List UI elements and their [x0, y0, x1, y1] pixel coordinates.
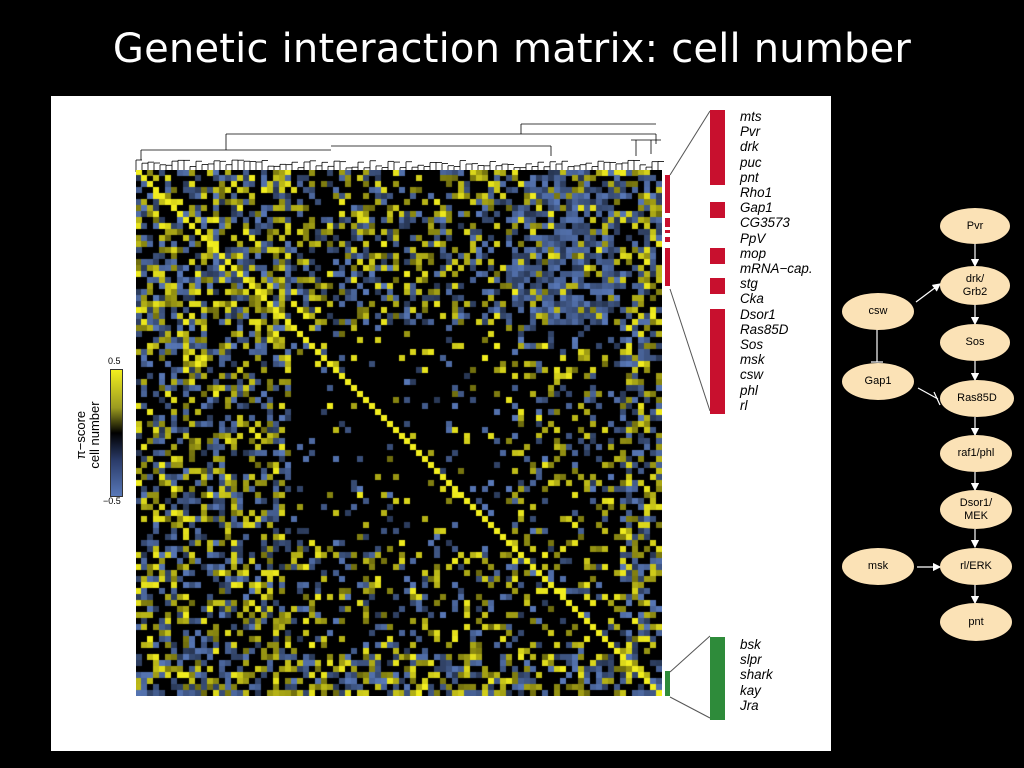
gene-label: CG3573 — [740, 215, 790, 231]
gene-label: drk — [740, 139, 759, 155]
node-drk-grb2: drk/ Grb2 — [940, 266, 1010, 305]
zoom-connector-lines — [669, 110, 711, 719]
green-cluster-gene-list: bsk slpr shark kay Jra — [740, 637, 773, 713]
gene-label: shark — [740, 667, 773, 683]
red-cluster-block — [710, 309, 725, 414]
red-cluster-marker — [665, 237, 670, 242]
red-cluster-marker — [665, 175, 670, 213]
green-cluster-block — [710, 637, 725, 720]
red-cluster-block — [710, 202, 725, 218]
red-cluster-marker — [665, 218, 670, 227]
gene-label: msk — [740, 352, 765, 368]
color-scale-bar — [110, 369, 123, 497]
node-mek-label: MEK — [964, 509, 988, 522]
node-pvr: Pvr — [940, 208, 1010, 244]
gene-label: kay — [740, 682, 761, 698]
red-cluster-block — [710, 278, 725, 294]
node-ras85d: Ras85D — [940, 380, 1014, 417]
gene-label: Gap1 — [740, 200, 773, 216]
gene-label: pnt — [740, 169, 759, 185]
red-cluster-gene-list: mts Pvr drk puc pnt Rho1 Gap1 CG3573 PpV mop mRNA−… — [740, 109, 813, 413]
gene-label: bsk — [740, 637, 761, 652]
gene-label: Rho1 — [740, 185, 773, 201]
slide-title: Genetic interaction matrix: cell number — [112, 26, 912, 72]
gene-label: mts — [740, 109, 762, 124]
node-rl-erk: rl/ERK — [940, 548, 1012, 585]
red-cluster-block — [710, 248, 725, 264]
gene-label: slpr — [740, 652, 762, 668]
gene-label: Sos — [740, 337, 764, 353]
gene-label: Dsor1 — [740, 306, 776, 322]
node-csw: csw — [842, 293, 914, 330]
gene-label: puc — [740, 154, 762, 170]
gene-label: rl — [740, 397, 748, 413]
node-msk: msk — [842, 548, 914, 585]
node-raf1-phl: raf1/phl — [940, 435, 1012, 472]
figure-panel: 0.5 −0.5 π−score cell number mts Pvr drk pu… — [51, 96, 831, 751]
gene-label: stg — [740, 276, 758, 292]
node-dsor1-mek: Dsor1/ MEK — [940, 490, 1012, 529]
node-pnt: pnt — [940, 603, 1012, 641]
node-grb2-label: Grb2 — [962, 285, 988, 298]
gene-label: Ras85D — [740, 321, 789, 337]
red-cluster-block — [710, 110, 725, 185]
node-sos: Sos — [940, 324, 1010, 361]
node-drk-label: drk/ — [965, 272, 985, 285]
gene-label: mop — [740, 245, 767, 261]
node-dsor1-label: Dsor1/ — [959, 496, 993, 509]
red-cluster-marker — [665, 230, 670, 233]
scale-min-label: −0.5 — [103, 496, 121, 506]
scale-max-label: 0.5 — [108, 356, 121, 366]
interaction-heatmap — [136, 170, 662, 696]
gene-label: mRNA−cap. — [740, 261, 813, 277]
gene-label: phl — [740, 382, 758, 398]
green-cluster-marker — [665, 671, 670, 696]
gene-label: Pvr — [740, 124, 761, 140]
gene-label: csw — [740, 367, 764, 383]
node-gap1: Gap1 — [842, 363, 914, 400]
gene-label: Cka — [740, 291, 764, 307]
red-cluster-marker — [665, 248, 670, 286]
gene-label: Jra — [740, 697, 759, 713]
gene-label: PpV — [740, 230, 766, 246]
